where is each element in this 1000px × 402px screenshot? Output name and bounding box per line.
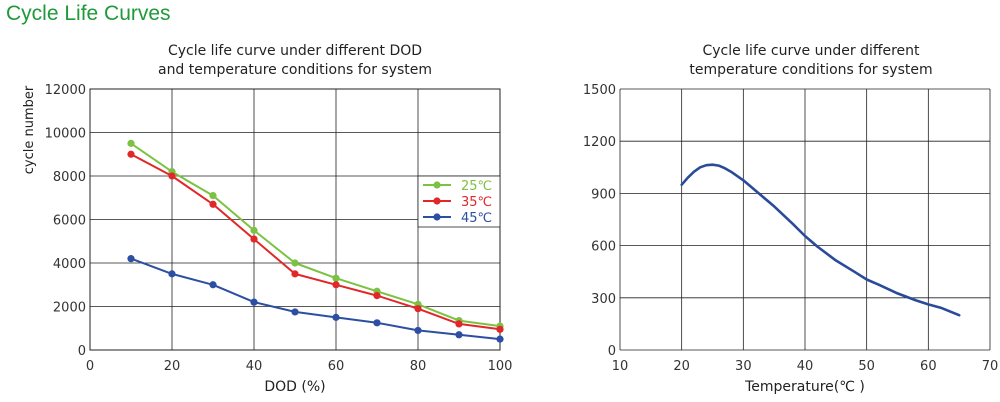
data-point: [127, 139, 135, 147]
y-tick-label: 1500: [583, 83, 616, 98]
chart-title-line: temperature conditions for system: [689, 62, 932, 78]
data-point: [291, 270, 299, 278]
legend-swatch-marker: [433, 213, 441, 221]
legend-swatch-marker: [433, 197, 441, 205]
chart-1: Cycle life curve under different DOD and …: [22, 43, 512, 395]
chart-title-line: Cycle life curve under different DOD: [168, 43, 422, 59]
data-point: [291, 308, 299, 316]
data-point: [332, 281, 340, 289]
data-point: [209, 200, 217, 208]
data-point: [332, 274, 340, 282]
y-tick-label: 1200: [583, 135, 616, 150]
y-tick-label: 0: [78, 344, 86, 359]
x-tick-label: 0: [86, 359, 94, 374]
data-point: [209, 191, 217, 200]
x-tick-label: 100: [488, 359, 513, 374]
series-line: [130, 142, 501, 328]
legend-label: 25℃: [461, 179, 492, 194]
x-tick-label: 20: [164, 359, 181, 374]
data-point: [168, 270, 176, 278]
y-tick-label: 300: [591, 292, 616, 307]
y-tick-label: 12000: [45, 83, 86, 98]
data-point: [414, 326, 422, 335]
chart-title-line: and temperature conditions for system: [158, 62, 432, 78]
series-line: [130, 153, 501, 331]
y-tick-label: 8000: [53, 170, 86, 185]
x-tick-label: 60: [920, 359, 937, 374]
data-point: [168, 172, 176, 180]
series-line: [680, 163, 961, 317]
y-tick-label: 6000: [53, 214, 86, 229]
y-tick-label: 0: [608, 344, 616, 359]
y-tick-label: 2000: [53, 301, 86, 316]
data-point: [291, 259, 299, 267]
x-tick-label: 10: [612, 359, 629, 374]
data-point: [496, 325, 504, 333]
x-axis-label: Temperature(℃ ): [744, 379, 865, 395]
x-tick-label: 40: [246, 359, 263, 374]
data-point: [373, 292, 381, 300]
x-tick-label: 80: [410, 359, 427, 374]
legend-swatch-marker: [433, 181, 441, 189]
data-point: [127, 255, 135, 263]
y-tick-label: 600: [591, 240, 616, 255]
data-point: [455, 331, 463, 339]
x-tick-label: 30: [735, 359, 752, 374]
chart-title-line: Cycle life curve under different: [702, 43, 920, 59]
data-point: [250, 235, 258, 243]
data-point: [332, 313, 340, 321]
data-point: [496, 335, 504, 343]
data-point: [455, 320, 463, 328]
y-tick-label: 4000: [53, 257, 86, 272]
data-point: [250, 298, 258, 306]
x-tick-label: 40: [797, 359, 814, 374]
y-tick-label: 10000: [45, 127, 86, 142]
chart-2: Cycle life curve under different temperat…: [583, 43, 998, 395]
y-tick-label: 900: [591, 187, 616, 202]
data-point: [250, 226, 258, 234]
data-point: [209, 281, 217, 289]
x-tick-label: 70: [982, 359, 999, 374]
x-axis-label: DOD (%): [264, 379, 325, 395]
legend-label: 35℃: [461, 195, 492, 210]
series-line: [130, 257, 501, 341]
data-point: [373, 319, 381, 327]
x-tick-label: 60: [328, 359, 345, 374]
x-tick-label: 50: [858, 359, 875, 374]
y-axis-label: cycle number: [22, 85, 37, 174]
legend-label: 45℃: [461, 211, 492, 226]
data-point: [414, 305, 422, 313]
x-tick-label: 20: [673, 359, 690, 374]
page-heading: Cycle Life Curves: [6, 2, 171, 25]
data-point: [127, 150, 135, 158]
